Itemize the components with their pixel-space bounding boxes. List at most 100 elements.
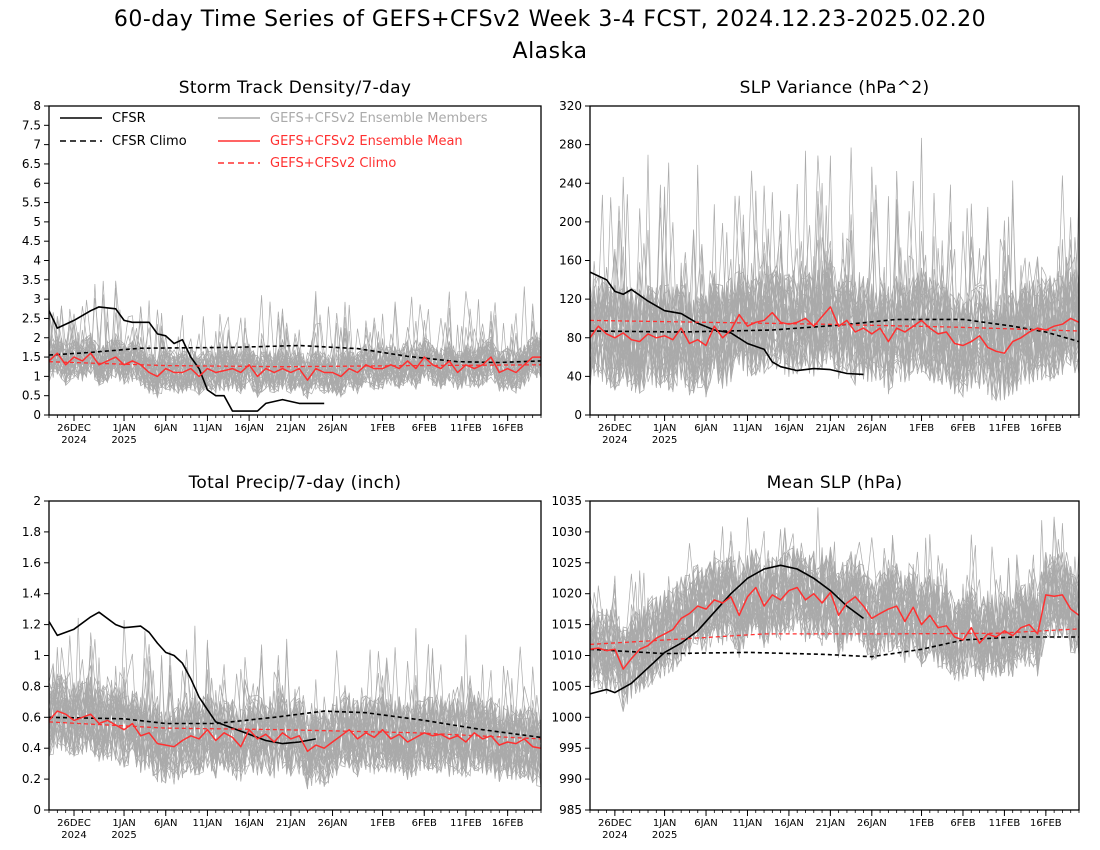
series-gefs-cfsv2-climo [49,721,541,740]
y-tick-label: 1020 [551,587,582,601]
x-tick-label: 16FEB [1030,423,1062,434]
y-tick-label: 280 [559,138,582,152]
x-tick-year-label: 2025 [652,435,677,446]
y-tick-label: 2 [33,494,41,508]
plot-area [49,280,541,412]
panel-mean-slp: Mean SLP (hPa) 985 990 995 1000 1005 1010 1015 1… [551,473,1080,841]
ensemble-member-line [49,660,541,785]
x-tick-label: 16JAN [234,818,264,829]
x-tick-label: 6FEB [412,423,437,434]
ensemble-member-line [49,321,541,396]
ensemble-member-line [590,236,1079,393]
x-tick-year-label: 2024 [602,830,627,841]
panel-title: Storm Track Density/7-day [179,78,411,98]
x-tick-label: 11FEB [989,818,1021,829]
x-tick-label: 11JAN [193,423,223,434]
y-tick-label: 1.4 [22,587,41,601]
x-tick-label: 6FEB [950,423,975,434]
ensemble-member-line [49,304,541,397]
ensemble-member-line [590,550,1079,696]
y-tick-label: 1005 [551,679,582,693]
panel-title: Mean SLP (hPa) [767,473,903,493]
y-tick-label: 3 [33,292,41,306]
legend-label: GEFS+CFSv2 Ensemble Members [270,111,488,126]
y-tick-label: 200 [559,215,582,229]
legend-label: GEFS+CFSv2 Climo [270,156,396,171]
ensemble-member-line [590,155,1079,390]
y-tick-label: 1025 [551,556,582,570]
y-tick-label: 240 [559,176,582,190]
series-gefs-cfsv2-ensemble-mean [590,586,1079,670]
ensemble-member-line [590,534,1079,694]
x-tick-label: 21JAN [815,423,845,434]
ensemble-member-line [49,291,541,396]
x-tick-label: 21JAN [276,423,306,434]
legend-label: GEFS+CFSv2 Ensemble Mean [270,134,463,149]
y-tick-label: 0 [574,408,582,422]
y-tick-label: 1010 [551,649,582,663]
x-tick-label: 16JAN [774,818,804,829]
panel-storm-track-density: Storm Track Density/7-day 0 0.5 1 1.5 2 2.5 3 3.… [22,78,542,446]
y-tick-label: 0.5 [22,389,41,403]
x-tick-label: 26DEC [57,818,91,829]
y-tick-label: 1.2 [22,618,41,632]
series-gefs-cfsv2-climo [590,319,1079,332]
panel-title: Total Precip/7-day (inch) [188,473,402,493]
y-tick-label: 1 [33,649,41,663]
y-tick-label: 1015 [551,618,582,632]
x-tick-label: 26DEC [598,818,632,829]
y-tick-label: 160 [559,254,582,268]
y-tick-label: 7 [33,138,41,152]
x-tick-label: 6JAN [694,423,717,434]
ensemble-member-line [590,162,1079,394]
ensemble-member-line [49,653,541,778]
ensemble-member-line [590,537,1079,692]
legend-label: CFSR [112,111,146,126]
x-tick-label: 1FEB [909,423,934,434]
x-tick-label: 11FEB [450,423,482,434]
x-tick-label: 1JAN [112,423,135,434]
series-gefs-cfsv2-climo [49,361,541,368]
ensemble-member-line [590,232,1079,401]
panel-slp-variance: SLP Variance (hPa^2) 0 40 80 120 160 200 240 280… [559,78,1080,446]
y-tick-label: 7.5 [22,118,41,132]
legend-label: CFSR Climo [112,134,187,149]
y-tick-label: 0 [33,408,41,422]
series-cfsr-climo [49,710,541,739]
y-tick-label: 0 [33,803,41,817]
x-tick-label: 16FEB [1030,818,1062,829]
y-tick-label: 5 [33,215,41,229]
y-tick-label: 1.5 [22,350,41,364]
x-tick-label: 1JAN [653,423,676,434]
ensemble-member-line [590,182,1079,389]
x-tick-label: 1FEB [370,818,395,829]
y-tick-label: 3.5 [22,273,41,287]
y-tick-label: 4.5 [22,234,41,248]
x-tick-label: 21JAN [276,818,306,829]
panel-title: SLP Variance (hPa^2) [740,78,930,98]
y-tick-label: 1 [33,369,41,383]
x-tick-label: 6JAN [694,818,717,829]
ensemble-member-line [49,665,541,782]
x-tick-label: 11JAN [193,818,223,829]
plot-area [590,137,1079,402]
x-tick-label: 1FEB [370,423,395,434]
legend: CFSR CFSR Climo GEFS+CFSv2 Ensemble Member… [60,111,488,171]
y-tick-label: 1035 [551,494,582,508]
x-tick-label: 26DEC [57,423,91,434]
series-gefs-cfsv2-ensemble-mean [49,352,541,381]
x-tick-label: 11FEB [450,818,482,829]
x-tick-year-label: 2025 [652,830,677,841]
x-tick-label: 11FEB [989,423,1021,434]
plot-area [590,507,1079,712]
x-tick-year-label: 2024 [61,435,86,446]
y-tick-label: 995 [559,741,582,755]
x-tick-label: 26JAN [857,423,887,434]
series-cfsr-climo [49,344,541,364]
y-tick-label: 1.6 [22,556,41,570]
x-tick-label: 6FEB [950,818,975,829]
x-tick-label: 6FEB [412,818,437,829]
figure-title: 60-day Time Series of GEFS+CFSv2 Week 3-… [114,7,986,32]
x-tick-year-label: 2025 [111,435,136,446]
